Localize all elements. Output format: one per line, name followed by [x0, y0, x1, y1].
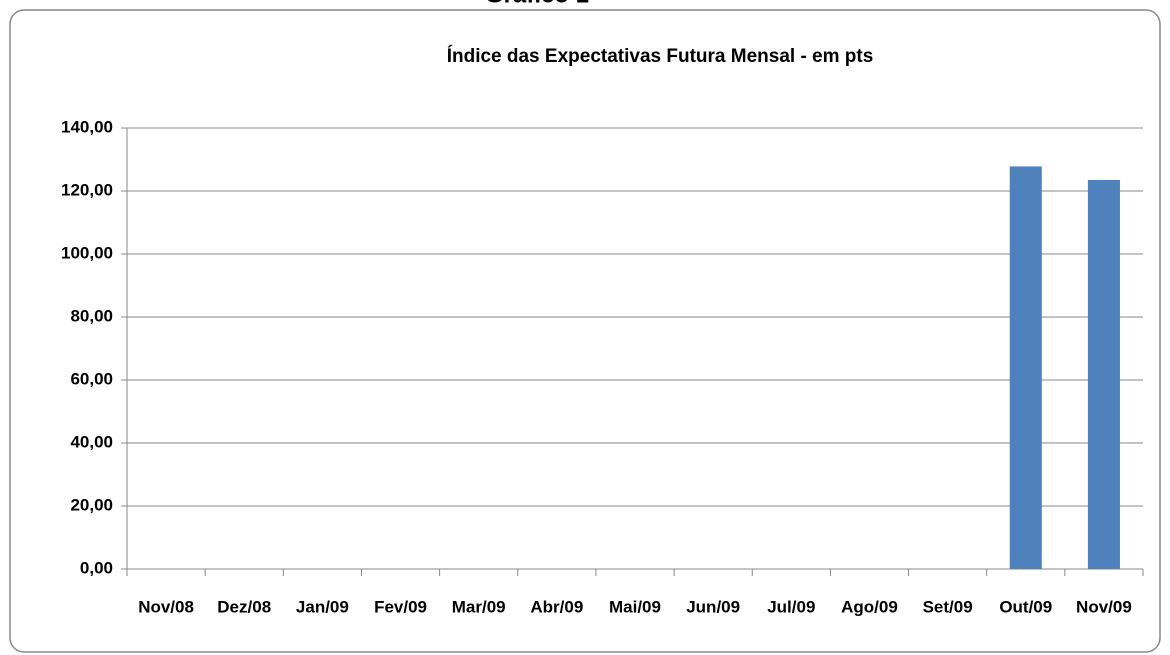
y-tick-label: 80,00	[70, 306, 113, 325]
x-tick-label: Set/09	[923, 597, 973, 616]
x-tick-label: Mar/09	[452, 597, 506, 616]
x-tick-label: Jul/09	[767, 597, 815, 616]
bar	[1009, 166, 1042, 569]
y-tick-label: 100,00	[61, 243, 113, 262]
heading-backdrop	[440, 0, 640, 9]
y-tick-label: 0,00	[80, 558, 113, 577]
x-tick-label: Jan/09	[296, 597, 349, 616]
x-tick-label: Abr/09	[530, 597, 583, 616]
x-tick-label: Nov/09	[1076, 597, 1132, 616]
x-tick-label: Mai/09	[609, 597, 661, 616]
y-tick-label: 40,00	[70, 432, 113, 451]
y-tick-label: 140,00	[61, 117, 113, 136]
x-tick-label: Ago/09	[841, 597, 898, 616]
x-tick-label: Dez/08	[217, 597, 271, 616]
y-tick-label: 120,00	[61, 180, 113, 199]
chart-frame	[9, 9, 1161, 653]
x-tick-label: Nov/08	[138, 597, 194, 616]
chart-title: Índice das Expectativas Futura Mensal - …	[447, 45, 874, 67]
y-tick-label: 20,00	[70, 495, 113, 514]
chart-heading: Gráfico 1	[485, 0, 589, 8]
x-tick-label: Out/09	[999, 597, 1052, 616]
x-tick-label: Fev/09	[374, 597, 427, 616]
x-tick-label: Jun/09	[686, 597, 740, 616]
y-tick-label: 60,00	[70, 369, 113, 388]
bar	[1087, 179, 1120, 569]
